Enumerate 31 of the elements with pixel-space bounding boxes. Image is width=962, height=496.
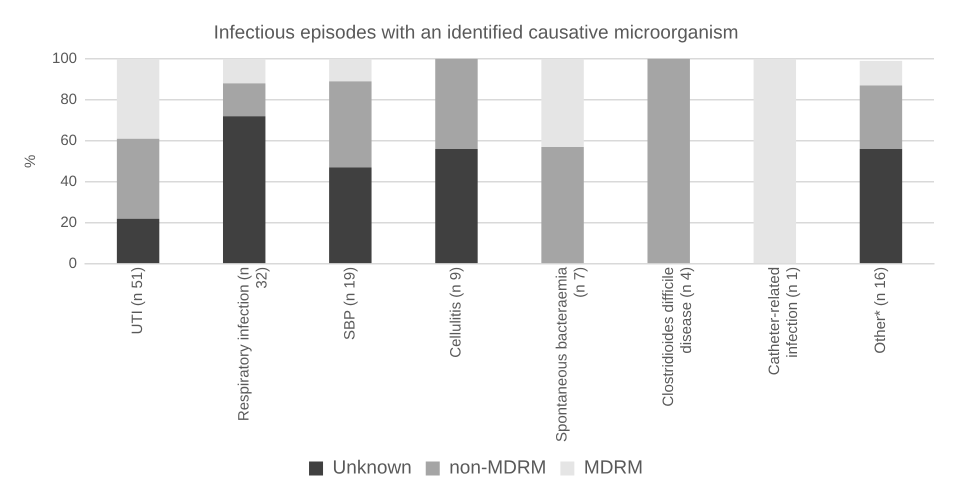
x-tick-label: Catheter-related infection (n 1) [766,266,801,376]
y-axis-title: % [22,154,40,168]
bar [222,116,266,264]
y-tick-label: 0 [68,255,78,272]
bar [329,167,372,264]
bar [541,146,584,264]
bar [435,149,478,264]
bar [222,83,266,116]
x-tick-label: Respiratory infection (n 32) [235,266,270,422]
x-tick-label: Clostridioides difficile disease (n 4) [660,266,695,407]
x-tick-label: Spontaneous bacteraemia (n 7) [554,266,589,442]
legend-label: MDRM [584,458,643,479]
bar [116,218,160,264]
y-tick-label: 40 [60,172,78,190]
bar [116,138,160,219]
y-tick-label: 80 [60,90,78,108]
y-tick-label: 20 [60,214,78,232]
bar [435,58,478,150]
bar [329,81,372,168]
x-tick-label: UTI (n 51) [129,266,146,334]
bar [647,58,690,264]
y-tick-label: 60 [60,132,78,149]
bar [860,85,902,150]
x-tick-label: SBP (n 19) [341,266,358,340]
x-tick-label: Cellulitis (n 9) [448,266,465,358]
legend-label: non-MDRM [449,458,546,479]
y-tick-label: 100 [52,50,78,67]
bar [860,149,902,264]
x-tick-label: Other* (n 16) [872,266,890,354]
legend-label: Unknown [332,458,412,479]
chart-title: Infectious episodes with an identified causative microorganism [214,22,738,44]
